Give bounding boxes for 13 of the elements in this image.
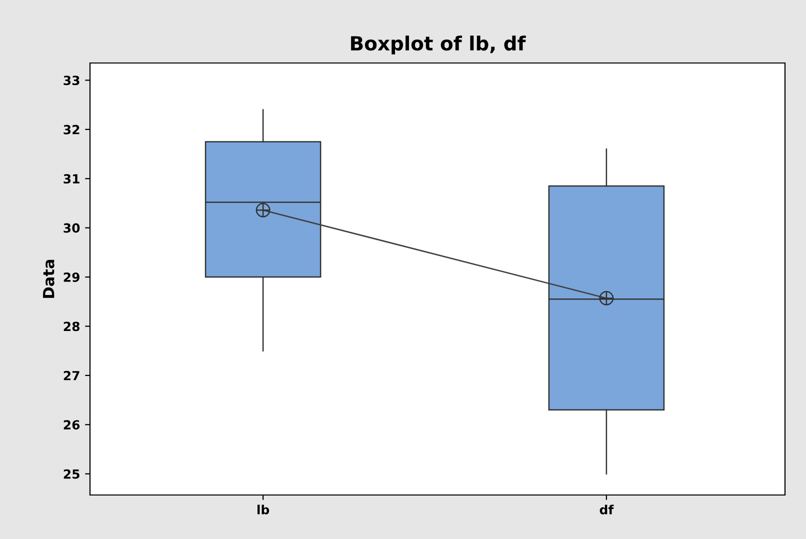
x-tick-label: df — [600, 504, 614, 514]
x-tick-label: lb — [258, 504, 270, 514]
y-tick-label: 26 — [64, 420, 80, 430]
chart-title: Boxplot of lb, df — [351, 36, 526, 54]
y-tick-label: 31 — [64, 174, 80, 184]
y-axis-title: Data — [43, 260, 54, 298]
y-tick-label: 27 — [64, 370, 80, 380]
y-tick-label: 30 — [64, 223, 80, 233]
y-tick-label: 25 — [64, 469, 80, 479]
y-tick-label: 32 — [64, 124, 80, 134]
y-tick-label: 33 — [64, 76, 80, 86]
y-tick-label: 29 — [64, 272, 80, 282]
y-tick-label: 28 — [64, 322, 80, 332]
